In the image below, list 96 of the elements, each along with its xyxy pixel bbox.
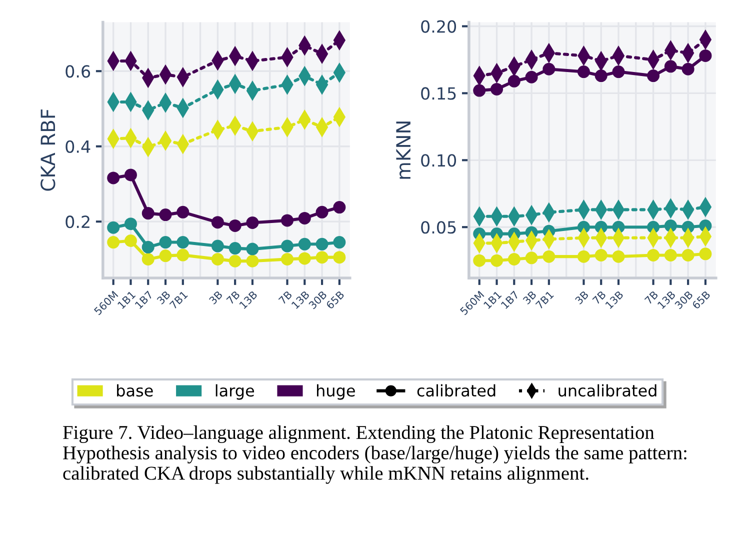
text: calibrated (417, 384, 496, 397)
point (298, 212, 311, 224)
point (107, 172, 120, 184)
x-tick-label: 3B (208, 290, 223, 305)
point (159, 208, 172, 222)
point (176, 236, 190, 249)
point (508, 74, 520, 88)
point (142, 207, 154, 220)
point (542, 250, 556, 263)
point (647, 248, 660, 262)
y-tick-label: 0.15 (421, 87, 456, 100)
point (228, 254, 242, 268)
y-tick-label: 0.4 (66, 140, 90, 153)
point (228, 219, 242, 232)
point (281, 252, 294, 266)
point (298, 252, 311, 265)
text: uncalibrated (558, 384, 656, 397)
y-axis-title: mKNN (396, 122, 410, 179)
point (107, 221, 120, 234)
x-tick-label: 7B1 (535, 290, 554, 310)
y-tick-label: 0.6 (66, 65, 90, 78)
point (508, 253, 520, 266)
point (490, 82, 504, 96)
point (577, 66, 590, 78)
point (281, 240, 294, 252)
x-tick-label: 3B (156, 290, 171, 305)
x-tick-label: 65B (326, 290, 345, 310)
x-tick-label: 13B (291, 290, 310, 310)
point (159, 236, 172, 249)
y-tick-label: 0.10 (421, 154, 456, 167)
point (298, 238, 311, 250)
x-tick-label: 30B (308, 290, 328, 310)
caption: Figure 7. Video–language alignment. Extending the Platonic Representation Hypothesis analysis to video encoders (base/large/huge) yields the same pattern: calibrated CKA drops substantially while mKNN retains alignment. (63, 425, 686, 484)
point (142, 252, 154, 266)
y-tick-label: 0.05 (421, 221, 456, 234)
point (107, 236, 120, 249)
x-tick-label: 3B (522, 290, 537, 305)
x-tick-label: 65B (692, 290, 711, 310)
point (525, 70, 538, 84)
x-tick-label: 30B (674, 290, 694, 310)
y-axis-title: CKA RBF (40, 110, 56, 191)
x-tick-label: 13B (238, 290, 258, 310)
point (246, 254, 259, 268)
point (316, 238, 328, 250)
point (246, 242, 259, 256)
point (124, 218, 137, 230)
point (664, 60, 677, 73)
y-tick-label: 0.20 (421, 20, 456, 33)
point (211, 216, 224, 229)
point (490, 254, 504, 267)
x-tick-label: 13B (657, 290, 676, 310)
point (594, 70, 608, 82)
point (682, 248, 694, 262)
point (612, 66, 625, 78)
point (699, 49, 712, 62)
x-tick-label: 1B1 (117, 290, 136, 310)
point (142, 240, 154, 254)
point (664, 220, 677, 232)
legend-label: large (216, 384, 254, 400)
point (281, 214, 294, 227)
point (612, 250, 625, 263)
point (473, 84, 486, 97)
point (699, 248, 712, 260)
point (542, 62, 556, 76)
point (228, 242, 242, 255)
x-tick-label: 7B (226, 290, 240, 305)
point (176, 248, 190, 262)
point (124, 234, 137, 248)
point (682, 62, 694, 76)
y-tick-label: 0.2 (66, 216, 90, 228)
point (473, 254, 486, 267)
legend-label: base (117, 384, 153, 397)
x-tick-label: 7B (592, 290, 606, 305)
point (594, 248, 608, 262)
point (333, 201, 346, 214)
point (647, 70, 660, 82)
x-tick-label: 13B (605, 290, 624, 310)
x-tick-label: 7B (278, 290, 292, 305)
x-tick-label: 7B (644, 290, 658, 305)
point (176, 206, 190, 218)
point (333, 236, 346, 249)
point (577, 250, 590, 263)
x-tick-label: 1B1 (483, 290, 502, 310)
legend-label: huge (317, 384, 355, 400)
point (316, 206, 328, 218)
point (316, 251, 328, 264)
point (664, 248, 677, 262)
x-tick-label: 7B1 (169, 290, 188, 310)
point (159, 250, 172, 262)
point (211, 240, 224, 252)
point (333, 251, 346, 264)
x-tick-label: 3B (574, 290, 589, 305)
point (525, 252, 538, 264)
point (211, 252, 224, 266)
point (124, 168, 137, 182)
point (246, 216, 259, 229)
